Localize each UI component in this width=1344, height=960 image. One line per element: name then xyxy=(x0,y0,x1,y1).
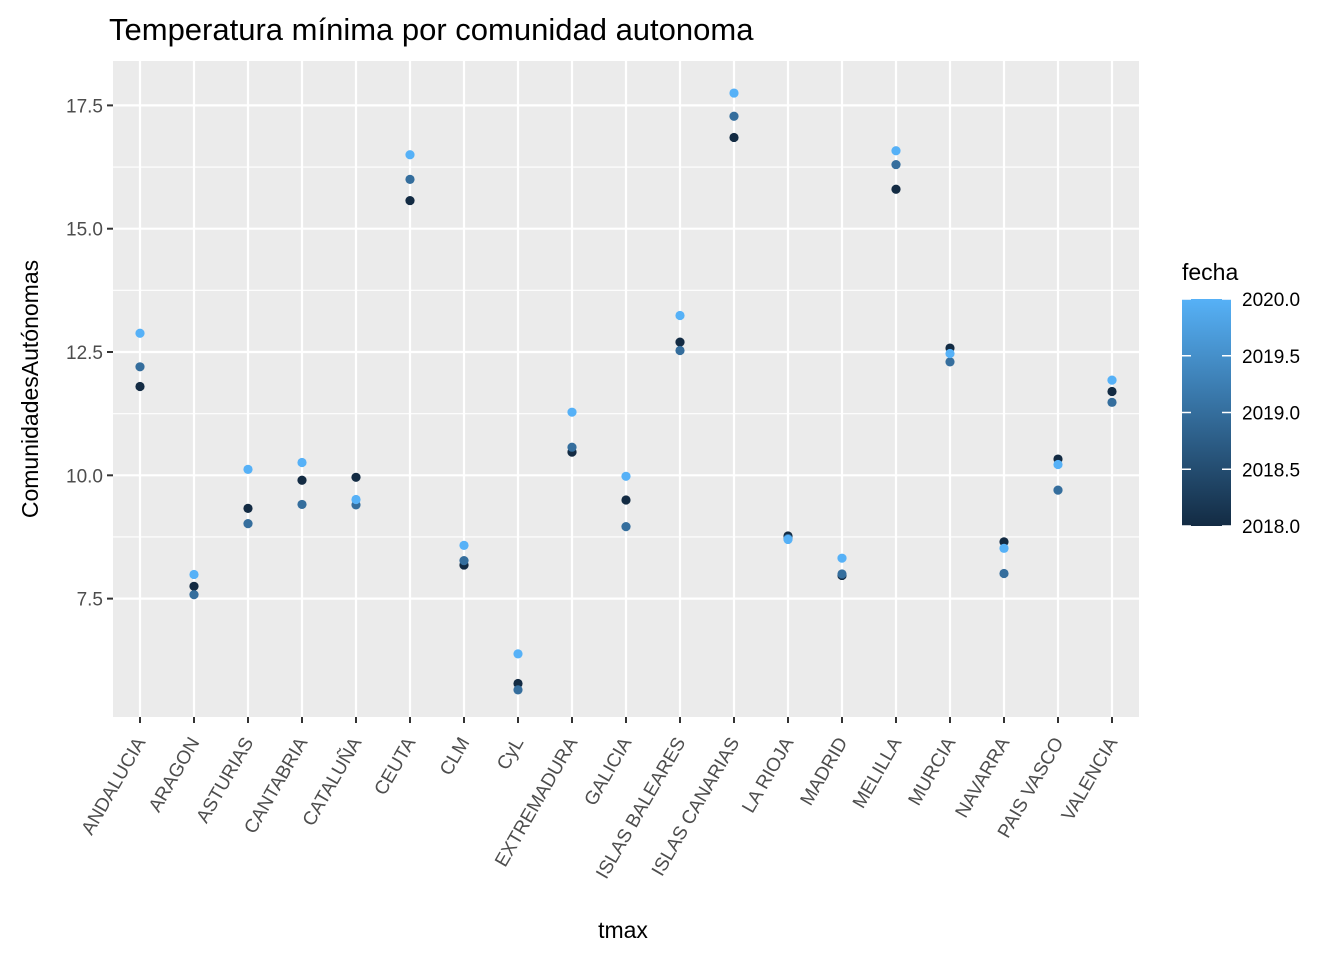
data-point xyxy=(459,540,469,550)
data-point xyxy=(513,678,523,689)
y-tick-label: 10.0 xyxy=(66,466,103,487)
data-point xyxy=(675,345,685,356)
y-tick-label: 15.0 xyxy=(66,220,103,241)
data-point xyxy=(567,407,577,417)
data-point xyxy=(405,174,415,184)
y-tick-label: 7.5 xyxy=(77,590,103,611)
data-point xyxy=(621,495,631,505)
data-point xyxy=(189,581,199,591)
data-point xyxy=(729,88,739,98)
data-point xyxy=(189,590,199,600)
data-point xyxy=(243,503,253,513)
legend-tick-label: 2019.5 xyxy=(1242,347,1300,368)
x-tick-label: CyL xyxy=(493,734,528,774)
x-tick-label: CEUTA xyxy=(371,734,421,799)
data-point xyxy=(837,569,847,579)
x-tick-label: NAVARRA xyxy=(952,734,1015,822)
data-point xyxy=(297,475,307,485)
data-point xyxy=(729,132,739,143)
x-tick-label: ARAGON xyxy=(145,734,204,816)
legend-ticks: 2018.0 2018.5 2019.0 2019.5 2020.0 xyxy=(1182,290,1300,538)
data-point xyxy=(621,522,631,532)
color-legend: fecha 2018.0 2018.5 2019.0 2019.5 2020.0 xyxy=(1182,259,1300,538)
y-tick-label: 17.5 xyxy=(66,96,103,117)
data-point xyxy=(1053,459,1063,470)
data-point xyxy=(675,337,685,347)
data-point xyxy=(567,442,577,452)
data-point xyxy=(1053,485,1063,495)
data-point xyxy=(891,184,901,194)
data-point xyxy=(1107,397,1117,407)
x-tick-label: LA RIOJA xyxy=(738,734,798,817)
x-tick-label: MELILLA xyxy=(849,734,906,812)
data-point xyxy=(999,537,1009,547)
data-point xyxy=(1107,375,1117,385)
data-point xyxy=(837,553,847,563)
data-points xyxy=(135,88,1117,695)
y-tick-label: 12.5 xyxy=(66,343,103,364)
data-point xyxy=(513,685,523,695)
chart-title: Temperatura mínima por comunidad autonom… xyxy=(109,12,754,47)
data-point xyxy=(945,357,955,367)
y-axis-ticks: 7.5 10.0 12.5 15.0 17.5 xyxy=(66,96,113,611)
data-point xyxy=(135,328,145,338)
x-tick-label: CLM xyxy=(436,734,474,779)
data-point xyxy=(351,472,361,482)
data-point xyxy=(729,111,739,121)
data-point xyxy=(459,556,469,566)
data-point xyxy=(135,362,145,372)
x-axis-ticks: ANDALUCIAARAGONASTURIASCANTABRIACATALUÑA… xyxy=(78,717,1123,883)
data-point xyxy=(891,159,901,170)
legend-tick-label: 2020.0 xyxy=(1242,290,1300,311)
data-point xyxy=(783,534,793,545)
x-tick-label: ANDALUCIA xyxy=(78,734,151,839)
y-axis-title: ComunidadesAutónomas xyxy=(17,260,43,518)
legend-title: fecha xyxy=(1182,259,1238,285)
legend-tick-label: 2018.0 xyxy=(1242,517,1300,538)
data-point xyxy=(351,494,361,505)
data-point xyxy=(675,310,685,321)
data-point xyxy=(189,569,199,580)
legend-tick-label: 2018.5 xyxy=(1242,460,1300,481)
data-point xyxy=(945,348,955,359)
data-point xyxy=(999,568,1009,579)
data-point xyxy=(297,457,307,468)
data-point xyxy=(243,519,253,529)
data-point xyxy=(243,464,253,474)
data-point xyxy=(135,381,145,392)
x-tick-label: VALENCIA xyxy=(1058,734,1123,825)
x-tick-label: MADRID xyxy=(797,734,853,809)
x-axis-title: tmax xyxy=(598,917,648,943)
data-point xyxy=(513,649,523,659)
data-point xyxy=(1107,386,1117,397)
data-point xyxy=(621,471,631,481)
data-point xyxy=(405,195,415,206)
x-tick-label: MURCIA xyxy=(905,734,961,810)
data-point xyxy=(999,543,1009,553)
x-tick-label: GALICIA xyxy=(581,734,637,810)
data-point xyxy=(891,146,901,156)
data-point xyxy=(297,499,307,510)
legend-tick-label: 2019.0 xyxy=(1242,404,1300,425)
data-point xyxy=(405,150,415,160)
